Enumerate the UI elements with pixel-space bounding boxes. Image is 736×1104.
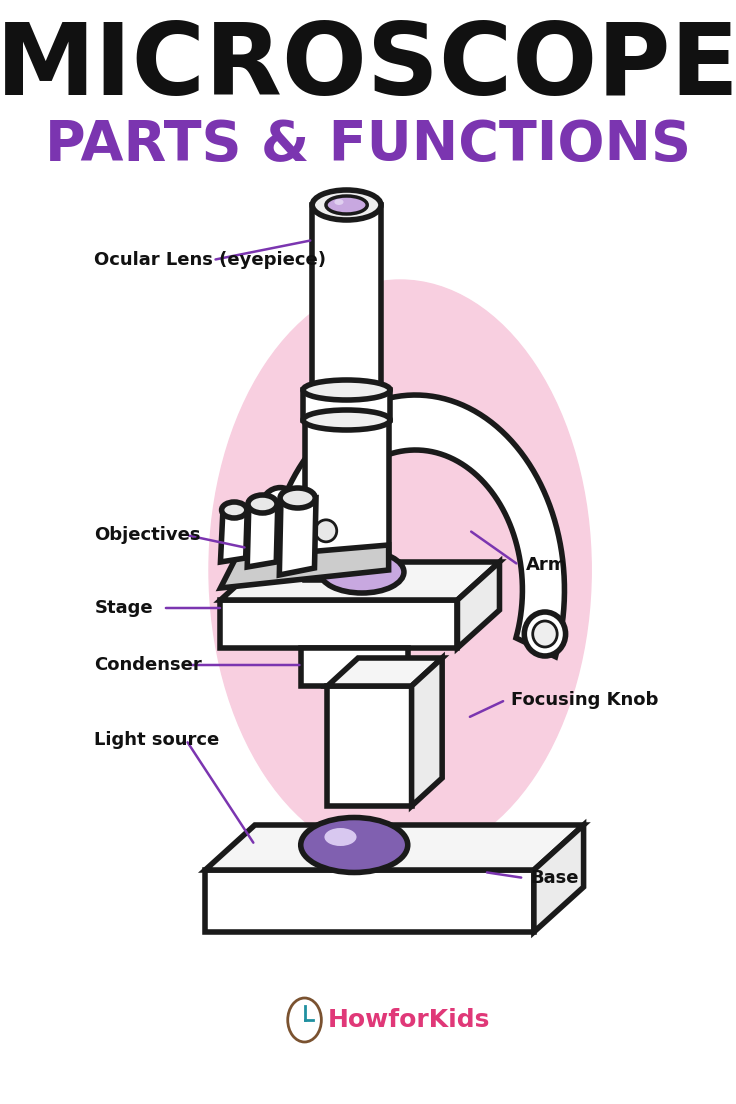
Text: Base: Base bbox=[530, 869, 578, 887]
Polygon shape bbox=[247, 505, 277, 567]
Polygon shape bbox=[305, 415, 389, 580]
Circle shape bbox=[288, 998, 322, 1042]
Polygon shape bbox=[301, 648, 408, 686]
Text: HowforKids: HowforKids bbox=[328, 1008, 490, 1032]
Text: MICROSCOPE: MICROSCOPE bbox=[0, 20, 736, 117]
Ellipse shape bbox=[209, 280, 591, 860]
Polygon shape bbox=[221, 510, 247, 562]
Ellipse shape bbox=[533, 620, 557, 647]
Ellipse shape bbox=[248, 495, 277, 513]
Polygon shape bbox=[269, 395, 565, 657]
Polygon shape bbox=[205, 870, 534, 932]
Ellipse shape bbox=[280, 488, 315, 508]
Ellipse shape bbox=[326, 197, 367, 214]
Text: Stage: Stage bbox=[94, 599, 153, 617]
Text: Light source: Light source bbox=[94, 731, 219, 749]
Ellipse shape bbox=[338, 559, 363, 573]
Polygon shape bbox=[312, 205, 381, 395]
Ellipse shape bbox=[320, 551, 404, 593]
Ellipse shape bbox=[312, 190, 381, 220]
Ellipse shape bbox=[301, 817, 408, 872]
Text: Arm: Arm bbox=[526, 556, 567, 574]
Polygon shape bbox=[221, 562, 500, 599]
Polygon shape bbox=[411, 658, 442, 806]
Polygon shape bbox=[205, 825, 584, 870]
Text: Ocular Lens (eyepiece): Ocular Lens (eyepiece) bbox=[94, 251, 326, 269]
Polygon shape bbox=[328, 658, 442, 686]
Polygon shape bbox=[303, 390, 390, 420]
Ellipse shape bbox=[524, 612, 565, 656]
Polygon shape bbox=[280, 498, 316, 575]
Text: Condenser: Condenser bbox=[94, 656, 202, 675]
Ellipse shape bbox=[303, 410, 390, 429]
Text: Objectives: Objectives bbox=[94, 526, 201, 544]
Ellipse shape bbox=[315, 520, 337, 542]
Text: Focusing Knob: Focusing Knob bbox=[511, 691, 658, 709]
Polygon shape bbox=[221, 599, 458, 648]
Ellipse shape bbox=[334, 199, 344, 205]
Ellipse shape bbox=[325, 828, 356, 846]
Ellipse shape bbox=[261, 488, 300, 528]
Ellipse shape bbox=[222, 502, 247, 518]
Polygon shape bbox=[534, 825, 584, 932]
Polygon shape bbox=[458, 562, 500, 648]
Polygon shape bbox=[221, 545, 389, 588]
Text: PARTS & FUNCTIONS: PARTS & FUNCTIONS bbox=[45, 118, 691, 172]
Ellipse shape bbox=[303, 380, 390, 400]
Polygon shape bbox=[328, 686, 411, 806]
